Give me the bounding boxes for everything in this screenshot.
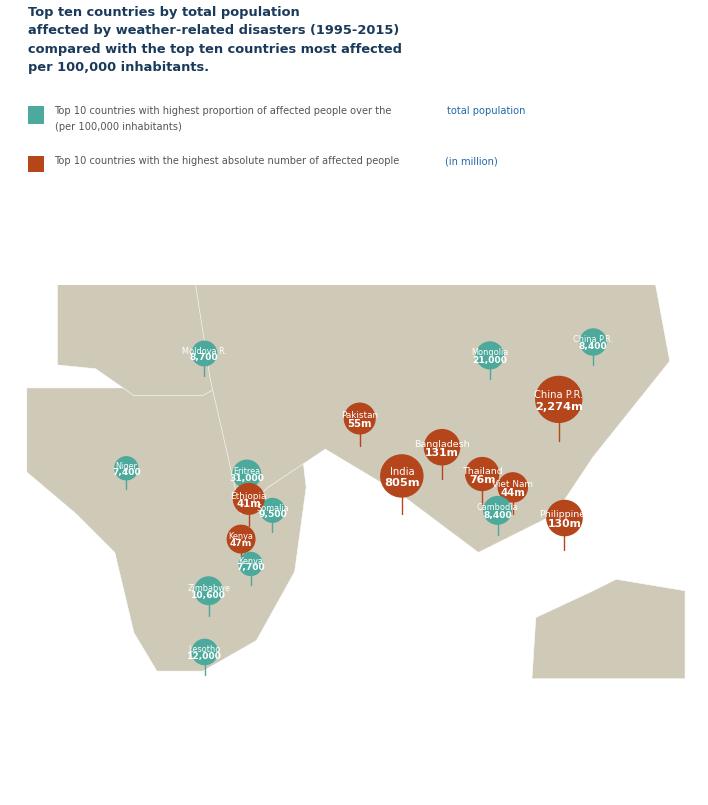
Text: 9,500: 9,500 (258, 510, 287, 519)
Text: Eritrea: Eritrea (233, 467, 261, 476)
Circle shape (580, 329, 606, 355)
Text: Niger: Niger (115, 462, 137, 471)
Text: 7,700: 7,700 (236, 564, 265, 572)
Text: 8,400: 8,400 (483, 510, 512, 520)
Text: Top 10 countries with highest proportion of affected people over the: Top 10 countries with highest proportion… (55, 105, 395, 116)
Circle shape (498, 473, 527, 502)
Text: Philippines: Philippines (539, 510, 590, 519)
Text: Thailand: Thailand (462, 467, 503, 476)
Circle shape (344, 403, 375, 434)
Text: 12,000: 12,000 (187, 652, 222, 661)
Circle shape (536, 377, 582, 423)
Text: 41m: 41m (236, 499, 261, 510)
FancyBboxPatch shape (28, 105, 44, 124)
Circle shape (381, 455, 423, 497)
Circle shape (547, 501, 582, 535)
Text: 21,000: 21,000 (472, 356, 508, 365)
Text: 10,600: 10,600 (191, 591, 226, 600)
Text: 47m: 47m (230, 539, 252, 548)
Text: Pakistan: Pakistan (341, 411, 378, 420)
Text: 2,274m: 2,274m (535, 402, 583, 412)
Circle shape (476, 342, 503, 369)
Text: 131m: 131m (425, 448, 459, 458)
Text: 8,400: 8,400 (579, 342, 607, 351)
Circle shape (261, 498, 285, 522)
FancyBboxPatch shape (28, 156, 44, 172)
Circle shape (233, 460, 261, 488)
Text: China P.R.: China P.R. (573, 335, 613, 345)
Text: (per 100,000 inhabitants): (per 100,000 inhabitants) (55, 122, 181, 132)
Circle shape (227, 526, 255, 553)
Circle shape (192, 639, 217, 665)
Text: China P.R.: China P.R. (534, 390, 583, 400)
Text: total population: total population (447, 105, 526, 116)
Circle shape (195, 577, 222, 605)
Circle shape (484, 497, 511, 524)
Circle shape (192, 341, 217, 365)
Text: India: India (389, 467, 414, 477)
Circle shape (234, 484, 264, 514)
Text: Viet Nam: Viet Nam (492, 481, 533, 489)
Circle shape (466, 457, 498, 490)
Text: Top 10 countries with the highest absolute number of affected people: Top 10 countries with the highest absolu… (55, 156, 403, 167)
Text: Cambodia: Cambodia (476, 503, 518, 513)
Text: 55m: 55m (348, 419, 372, 429)
Text: Ethiopia: Ethiopia (231, 492, 267, 501)
Circle shape (424, 430, 459, 464)
Text: Bangladesh: Bangladesh (414, 440, 470, 448)
Text: (in million): (in million) (445, 156, 498, 167)
Polygon shape (191, 258, 670, 552)
Polygon shape (57, 258, 249, 395)
Text: Lesotho: Lesotho (188, 646, 221, 654)
Text: Top ten countries by total population
affected by weather-related disasters (199: Top ten countries by total population af… (28, 6, 402, 74)
Text: Somalia: Somalia (256, 504, 289, 513)
Text: Kenya: Kenya (238, 557, 263, 567)
Polygon shape (532, 580, 685, 679)
Text: 44m: 44m (501, 488, 525, 497)
Text: 31,000: 31,000 (229, 474, 264, 483)
Circle shape (239, 552, 262, 576)
Polygon shape (27, 388, 306, 671)
Text: 805m: 805m (384, 478, 420, 489)
Text: Mongolia: Mongolia (472, 349, 508, 357)
Circle shape (115, 456, 138, 480)
Text: Kenya: Kenya (229, 532, 253, 541)
Text: 7,400: 7,400 (112, 468, 141, 477)
Text: 76m: 76m (469, 475, 496, 485)
Text: 130m: 130m (547, 519, 581, 529)
Text: Zimbabwe: Zimbabwe (187, 584, 230, 592)
Text: Moldova R.: Moldova R. (182, 347, 227, 356)
Text: 8,700: 8,700 (190, 353, 219, 362)
